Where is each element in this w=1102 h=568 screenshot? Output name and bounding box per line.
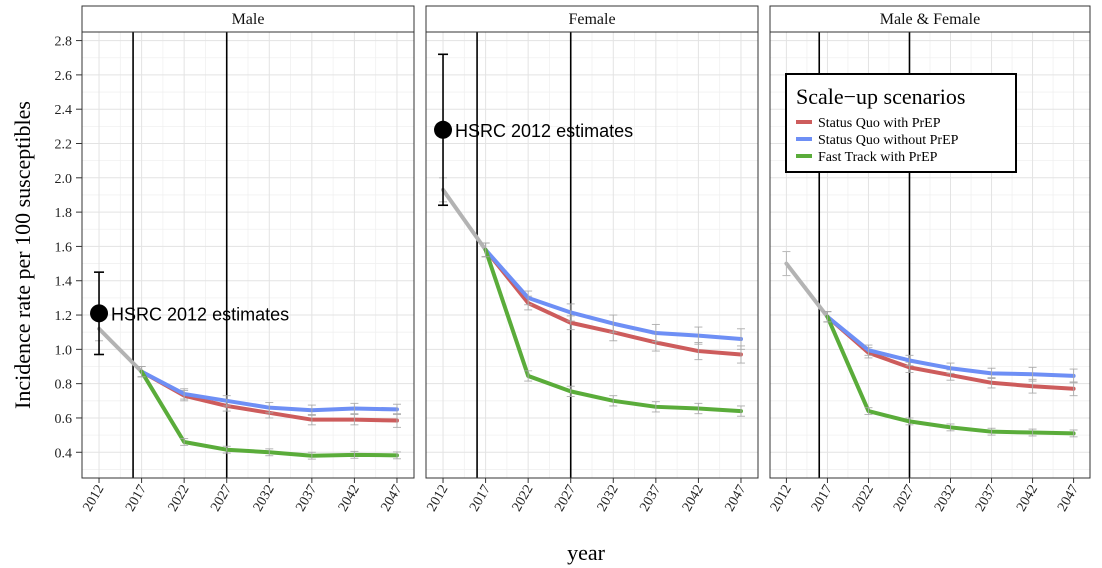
panel-frame [769, 5, 1091, 479]
estimate-point [434, 120, 453, 139]
y-tick-label: 1.8 [55, 206, 73, 221]
y-tick-label: 0.6 [55, 412, 73, 427]
x-tick-label: 2032 [595, 483, 622, 515]
x-tick-label: 2047 [1055, 483, 1082, 515]
panel-frame [81, 5, 415, 479]
panel-title: Female [568, 11, 615, 28]
x-tick-label: 2032 [251, 483, 278, 515]
x-tick-label: 2037 [973, 483, 1000, 515]
baseline-line [441, 187, 488, 252]
x-tick-label: 2027 [891, 483, 918, 515]
y-tick-label: 1.6 [55, 240, 73, 255]
x-tick-label: 2027 [208, 483, 235, 515]
panel-title: Male [232, 11, 265, 28]
x-tick-label: 2012 [424, 483, 451, 515]
y-tick-label: 0.8 [55, 378, 73, 393]
estimate-point [90, 304, 109, 323]
legend-box [785, 73, 1017, 173]
panel-strip [426, 6, 758, 32]
x-tick-label: 2032 [932, 483, 959, 515]
x-tick-label: 2042 [680, 483, 707, 515]
panel-strip [770, 6, 1090, 32]
x-tick-label: 2022 [166, 483, 193, 515]
y-tick-label: 1.0 [55, 343, 73, 358]
x-tick-label: 2017 [123, 483, 150, 515]
y-tick-label: 1.4 [55, 275, 73, 290]
estimate-label: HSRC 2012 estimates [111, 304, 289, 324]
baseline-line [97, 326, 144, 374]
x-tick-label: 2012 [80, 483, 107, 515]
y-tick-label: 2.8 [55, 35, 73, 50]
y-tick-label: 1.2 [55, 309, 73, 324]
x-tick-label: 2022 [850, 483, 877, 515]
legend-entry-label: Status Quo without PrEP [818, 133, 959, 148]
baseline-line [784, 261, 830, 319]
estimate-label: HSRC 2012 estimates [455, 121, 633, 141]
y-axis-label: Incidence rate per 100 susceptibles [10, 101, 35, 409]
y-tick-label: 2.0 [55, 172, 73, 187]
x-tick-label: 2022 [510, 483, 537, 515]
legend-title: Scale−up scenarios [796, 84, 965, 109]
legend-entry-label: Status Quo with PrEP [818, 116, 941, 131]
x-axis-label: year [567, 540, 606, 565]
x-tick-label: 2047 [722, 483, 749, 515]
x-tick-label: 2037 [637, 483, 664, 515]
panel-strip [82, 6, 414, 32]
y-tick-label: 2.6 [55, 69, 73, 84]
legend-entry-label: Fast Track with PrEP [818, 150, 938, 165]
x-tick-label: 2042 [336, 483, 363, 515]
x-tick-label: 2047 [378, 483, 405, 515]
x-tick-label: 2012 [768, 483, 795, 515]
x-tick-label: 2017 [809, 483, 836, 515]
x-tick-label: 2027 [552, 483, 579, 515]
y-tick-label: 0.4 [55, 446, 73, 461]
y-tick-label: 2.2 [55, 138, 73, 153]
x-tick-label: 2037 [293, 483, 320, 515]
x-tick-label: 2042 [1014, 483, 1041, 515]
y-tick-label: 2.4 [55, 103, 73, 118]
x-tick-label: 2017 [467, 483, 494, 515]
panel-title: Male & Female [880, 11, 980, 28]
panel-frame [425, 5, 759, 479]
